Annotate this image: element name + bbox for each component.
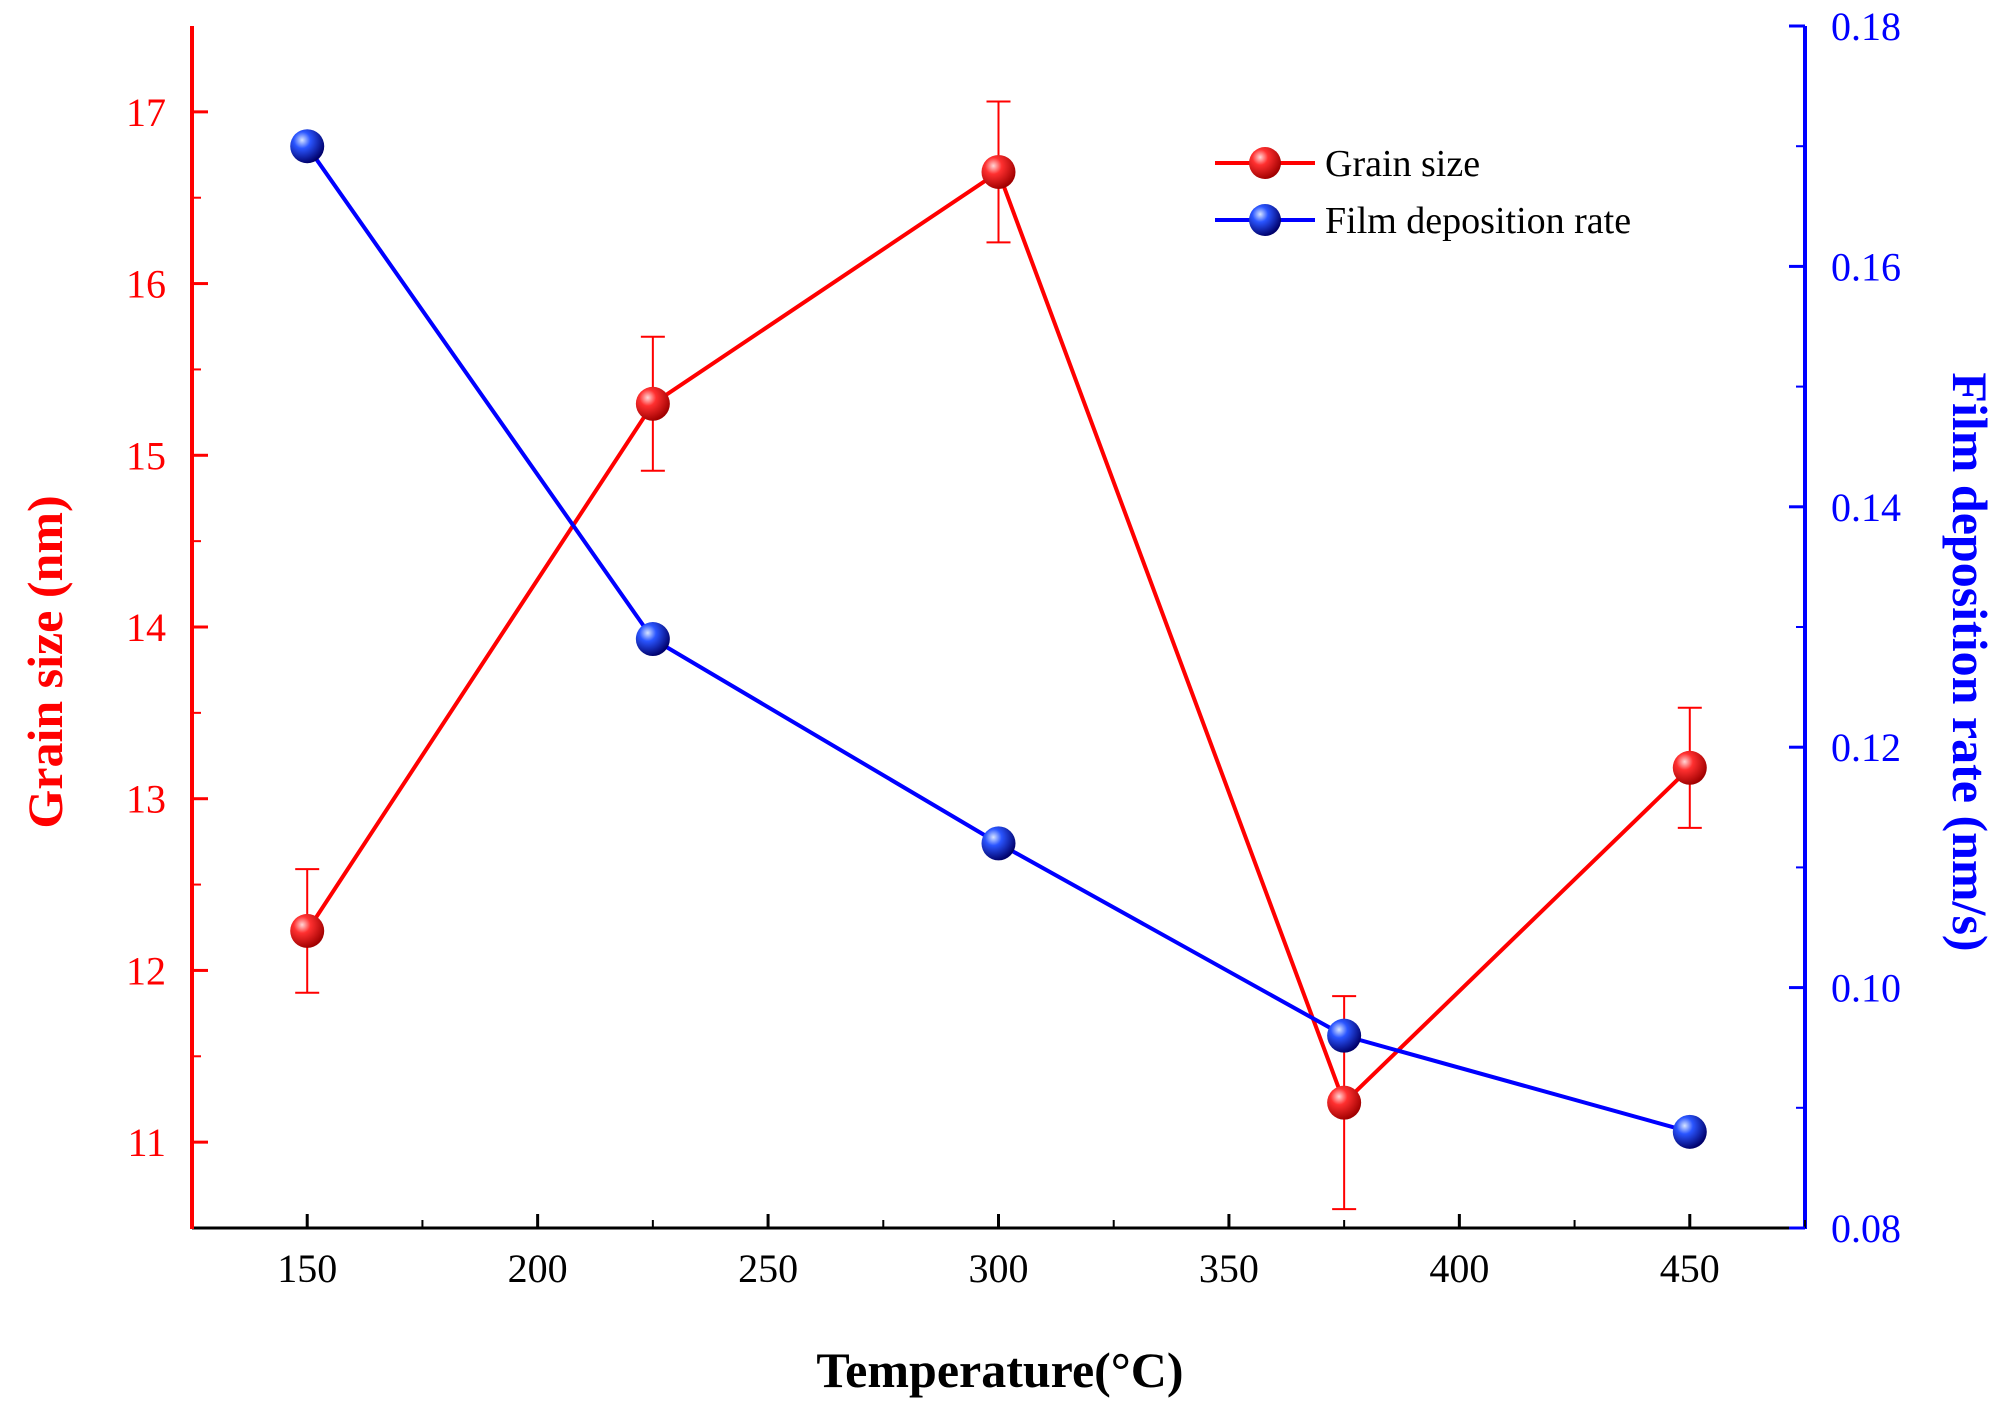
film-deposition-rate-point-225 [635, 622, 670, 657]
y2-tick-label-0.12: 0.12 [1831, 725, 1901, 770]
film-deposition-rate-point-375 [1327, 1018, 1362, 1053]
series-film-deposition-rate [290, 129, 1707, 1149]
series-grain-size [290, 100, 1707, 1211]
y-tick-label-12: 12 [126, 948, 166, 993]
legend-marker-film-deposition-rate [1249, 204, 1281, 236]
x-tick-label-150: 150 [277, 1246, 337, 1291]
right-y-axis-title: Film deposition rate (nm/s) [1942, 372, 1998, 951]
x-axis-ticks: 150 200 250 300 350 400 450 [277, 1214, 1806, 1291]
film-deposition-rate-point-150 [290, 129, 325, 164]
legend: Grain size Film deposition rate [1215, 143, 1631, 242]
y2-tick-label-0.16: 0.16 [1831, 244, 1901, 289]
grain-size-point-450 [1672, 750, 1707, 785]
x-tick-label-200: 200 [508, 1246, 568, 1291]
x-axis-title: Temperature(°C) [816, 1342, 1183, 1398]
y-tick-label-17: 17 [126, 90, 166, 135]
film-deposition-rate-point-450 [1672, 1114, 1707, 1149]
y-tick-label-15: 15 [126, 433, 166, 478]
grain-size-point-225 [635, 386, 670, 421]
legend-label-film-deposition-rate: Film deposition rate [1325, 200, 1631, 242]
x-tick-label-250: 250 [738, 1246, 798, 1291]
x-tick-label-450: 450 [1660, 1246, 1720, 1291]
y2-tick-label-0.14: 0.14 [1831, 485, 1901, 530]
x-tick-label-300: 300 [969, 1246, 1029, 1291]
grain-size-line [305, 168, 1692, 1107]
film-deposition-rate-point-300 [981, 826, 1016, 861]
x-tick-label-400: 400 [1429, 1246, 1489, 1291]
grain-size-point-375 [1327, 1085, 1362, 1120]
y-tick-label-14: 14 [126, 605, 166, 650]
legend-marker-grain-size [1249, 147, 1281, 179]
grain-size-point-150 [290, 913, 325, 948]
y-tick-label-13: 13 [126, 777, 166, 822]
left-y-axis-ticks: 11 12 13 14 15 16 17 [126, 90, 208, 1165]
left-y-axis-title: Grain size (nm) [17, 495, 73, 828]
y2-tick-label-0.08: 0.08 [1831, 1206, 1901, 1251]
x-tick-label-350: 350 [1199, 1246, 1259, 1291]
legend-label-grain-size: Grain size [1325, 143, 1480, 185]
y2-tick-label-0.18: 0.18 [1831, 4, 1901, 49]
y-tick-label-11: 11 [127, 1120, 166, 1165]
y-tick-label-16: 16 [126, 262, 166, 307]
grain-size-point-300 [981, 154, 1016, 189]
y2-tick-label-0.10: 0.10 [1831, 966, 1901, 1011]
right-y-axis-ticks: 0.08 0.10 0.12 0.14 0.16 0.18 [1789, 4, 1901, 1251]
film-deposition-rate-line [305, 145, 1691, 1134]
